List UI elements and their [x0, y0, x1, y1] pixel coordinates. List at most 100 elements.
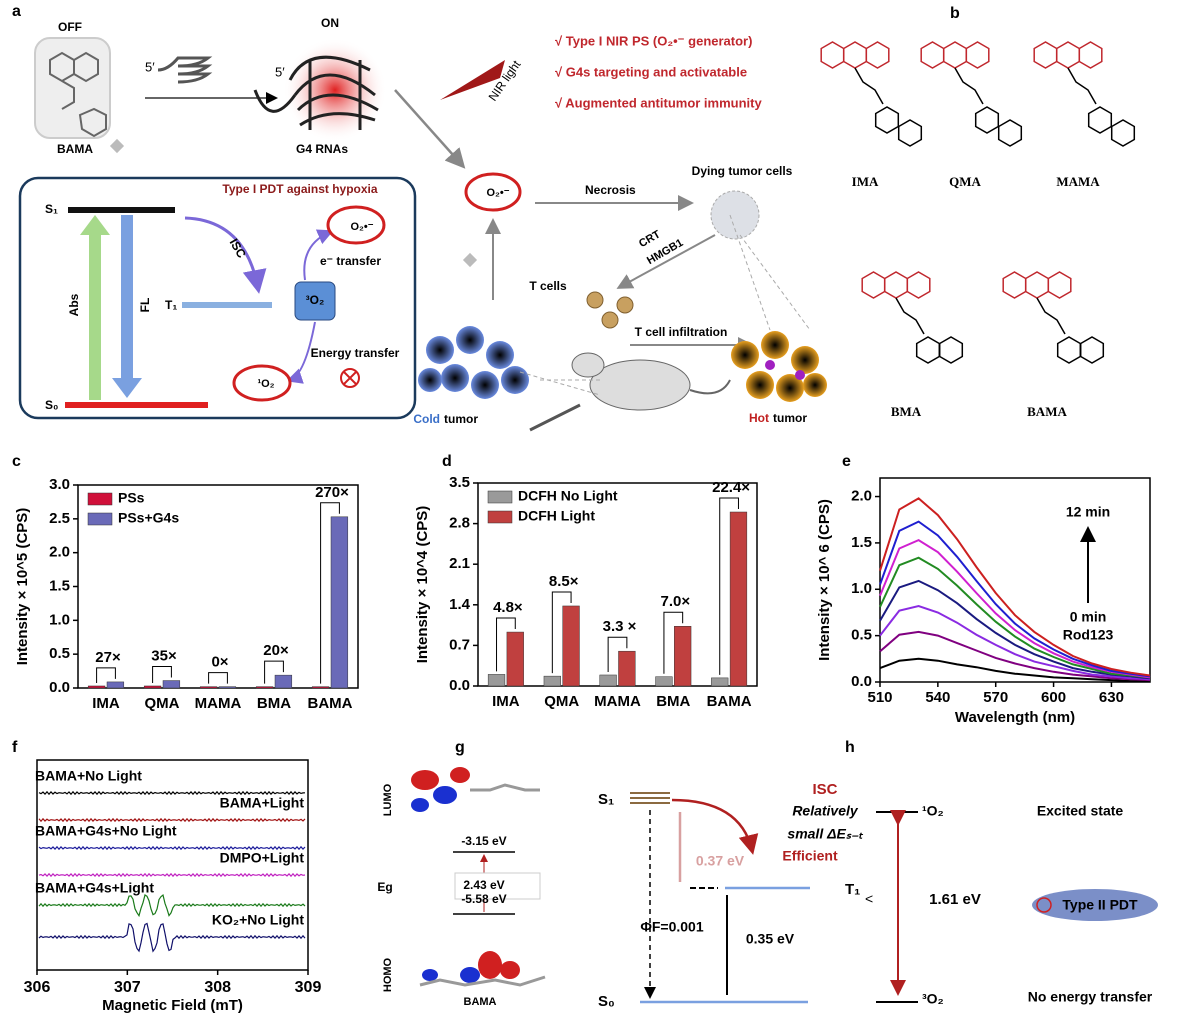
ring — [1033, 41, 1058, 69]
g4-unfolded — [157, 56, 213, 84]
ring — [974, 106, 1000, 134]
y-tick-label: 1.5 — [49, 577, 70, 594]
five-prime: 5′ — [275, 64, 285, 79]
x-tick-label: 308 — [204, 979, 231, 996]
annotation: 3.3 × — [603, 618, 637, 635]
annotation: 7.0× — [660, 593, 690, 610]
x-axis-label: Wavelength (nm) — [955, 709, 1075, 726]
level-label: S₀ — [598, 993, 615, 1010]
x-tick-label: 630 — [1099, 689, 1124, 706]
trace — [38, 817, 306, 823]
bracket — [551, 591, 572, 674]
y-tick-label: 2.0 — [49, 544, 70, 561]
x-tick-label: IMA — [92, 695, 120, 712]
x-tick-label: 309 — [295, 979, 322, 996]
panel-label: g — [455, 739, 465, 756]
dying-cell — [710, 190, 760, 240]
x-tick-label: 510 — [867, 689, 892, 706]
ring — [1024, 271, 1050, 299]
x-tick-label: MAMA — [195, 695, 242, 712]
chain — [1036, 297, 1066, 335]
tumor-label: tumor — [444, 412, 478, 426]
line — [879, 520, 1151, 678]
bama-structure — [34, 37, 111, 139]
on-label: ON — [321, 16, 339, 30]
ring — [1047, 271, 1072, 299]
x-tick-label: BAMA — [707, 693, 752, 710]
blocked — [1036, 897, 1052, 913]
singlet — [232, 364, 292, 402]
etransfer-label: e⁻ transfer — [320, 254, 381, 268]
y-axis-label: Intensity × 10^ 6 (CPS) — [816, 499, 833, 661]
y-tick-label: 1.4 — [449, 596, 471, 613]
ring — [897, 119, 923, 147]
ring — [942, 41, 968, 69]
x-tick-label: 570 — [983, 689, 1008, 706]
note: Relatively — [792, 803, 859, 819]
g4-label: G4 RNAs — [296, 142, 348, 156]
line — [879, 556, 1151, 679]
ring — [965, 41, 990, 69]
line — [879, 497, 1151, 677]
plot-frame — [36, 759, 309, 971]
legend-label: PSs+G4s — [118, 510, 179, 526]
trace-label: BAMA+Light — [220, 795, 305, 811]
legend-swatch — [87, 512, 113, 526]
level-label: S₁ — [598, 791, 614, 808]
s1-level — [68, 207, 175, 213]
ring — [1079, 336, 1105, 364]
ring — [842, 41, 868, 69]
bar — [729, 511, 748, 687]
diamond — [462, 252, 478, 268]
bracket — [663, 611, 684, 674]
y-tick-label: 0.5 — [49, 645, 70, 662]
legend-label: PSs — [118, 490, 145, 506]
gap-label: 2.43 eV — [463, 878, 504, 892]
x-tick-label: 307 — [114, 979, 141, 996]
ring — [1110, 119, 1136, 147]
y-tick-label: 2.1 — [449, 555, 470, 572]
trace — [38, 790, 306, 796]
blocked — [340, 368, 360, 388]
level-label: T₁ — [165, 298, 177, 312]
gap-box — [454, 872, 541, 900]
g4-folded — [253, 55, 379, 130]
trace-label: BAMA+G4s+Light — [35, 880, 154, 896]
bar — [599, 674, 617, 687]
gap-label: 0.37 eV — [696, 853, 745, 869]
energy-label: Energy transfer — [311, 346, 400, 360]
level-label: S₁ — [45, 202, 58, 216]
y-tick-label: 2.0 — [851, 488, 872, 505]
crt-label: CRT — [637, 228, 663, 250]
legend-swatch — [487, 510, 513, 524]
y-tick-label: 0.0 — [49, 679, 70, 696]
cold-tumor — [418, 326, 529, 399]
trace — [38, 922, 306, 953]
bracket — [96, 667, 116, 683]
blocked — [343, 371, 357, 385]
ring — [906, 271, 931, 299]
molecule-name: MAMA — [1056, 174, 1100, 189]
bar — [562, 605, 580, 687]
feature: √ Type I NIR PS (O₂•⁻ generator) — [555, 33, 752, 48]
lumo-energy: -3.15 eV — [461, 834, 506, 848]
superoxide-label: O₂•⁻ — [350, 221, 373, 233]
level-label: T₁ — [845, 881, 860, 898]
bracket — [152, 666, 172, 683]
diamond — [109, 138, 125, 154]
panel-label: d — [442, 453, 452, 470]
chain — [1067, 67, 1097, 105]
bar — [506, 631, 524, 687]
state-label: Excited state — [1037, 803, 1124, 819]
bar — [711, 677, 729, 687]
state-label: No energy transfer — [1028, 989, 1153, 1005]
line — [879, 538, 1151, 679]
line — [879, 630, 1151, 682]
molecule-name: QMA — [949, 174, 981, 189]
y-axis-label: Intensity × 10^4 (CPS) — [414, 506, 431, 664]
bracket — [208, 672, 228, 684]
fl-label: FL — [138, 298, 152, 313]
pdt-box — [18, 176, 417, 420]
note: Efficient — [782, 848, 838, 864]
level-label: S₀ — [45, 398, 58, 412]
